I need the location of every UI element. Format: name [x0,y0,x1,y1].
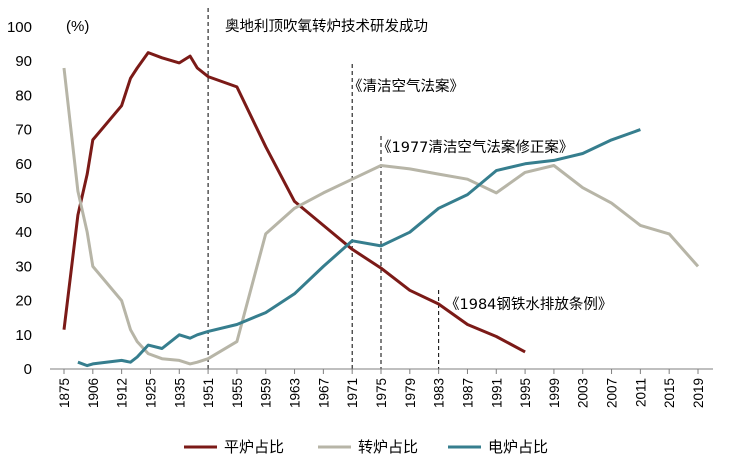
annotation-label-1975: 《1977清洁空气法案修正案》 [377,138,573,156]
legend-label-1: 转炉占比 [358,438,418,456]
x-tick-label-1925: 1925 [143,378,158,408]
x-tick-label-1935: 1935 [172,378,187,408]
annotation-label-1951: 奥地利顶吹氧转炉技术研发成功 [225,18,428,35]
x-tick-label-1912: 1912 [115,378,130,408]
y-tick-label-40: 40 [15,224,32,241]
y-tick-label-0: 0 [24,361,32,378]
y-tick-label-90: 90 [15,53,32,70]
x-tick-label-1963: 1963 [288,378,303,408]
y-tick-label-10: 10 [15,327,32,344]
x-tick-label-1971: 1971 [345,378,360,408]
x-tick-label-1975: 1975 [374,378,389,408]
y-tick-label-80: 80 [15,87,32,104]
legend-label-2: 电炉占比 [488,438,548,456]
x-tick-label-1875: 1875 [57,378,72,408]
x-tick-label-2019: 2019 [691,378,706,408]
x-axis-ticks: 1875 1906 1912 1925 1935 1951 1955 1959 1963 1967… [57,369,706,408]
legend-label-0: 平炉占比 [224,438,284,456]
x-tick-label-1979: 1979 [403,378,418,408]
x-tick-label-2003: 2003 [576,378,591,408]
y-tick-label-20: 20 [15,293,32,310]
x-tick-label-1906: 1906 [86,378,101,408]
y-tick-label-30: 30 [15,258,32,275]
x-tick-label-1987: 1987 [460,378,475,408]
x-tick-label-1999: 1999 [547,378,562,408]
annotation-lines [207,8,440,369]
x-tick-label-2007: 2007 [605,378,620,408]
legend: 平炉占比 转炉占比 电炉占比 [184,438,548,456]
series-line-2 [77,128,641,368]
annotation-labels: 奥地利顶吹氧转炉技术研发成功《清洁空气法案》《1977清洁空气法案修正案》《19… [225,18,612,313]
series-line-1 [62,67,700,366]
x-tick-label-1983: 1983 [432,378,447,408]
y-tick-label-60: 60 [15,156,32,173]
annotation-label-1971: 《清洁空气法案》 [348,77,464,95]
x-tick-label-1959: 1959 [259,378,274,408]
y-tick-label-100: 100 [7,19,32,36]
x-tick-label-2015: 2015 [662,378,677,408]
x-tick-label-1967: 1967 [316,378,331,408]
y-axis-ticks: 0 10 20 30 40 50 60 70 80 90 100 [7,19,32,378]
series-lines [62,51,700,368]
x-tick-label-2011: 2011 [633,378,648,407]
y-axis-unit-label: (%) [66,18,89,35]
x-tick-label-1991: 1991 [489,378,504,408]
x-tick-label-1995: 1995 [518,378,533,408]
x-tick-label-1955: 1955 [230,378,245,408]
y-tick-label-50: 50 [15,190,32,207]
x-tick-label-1951: 1951 [201,378,216,408]
y-tick-label-70: 70 [15,122,32,139]
series-line-0 [62,51,526,354]
annotation-label-1983: 《1984钢铁水排放条例》 [445,296,612,313]
